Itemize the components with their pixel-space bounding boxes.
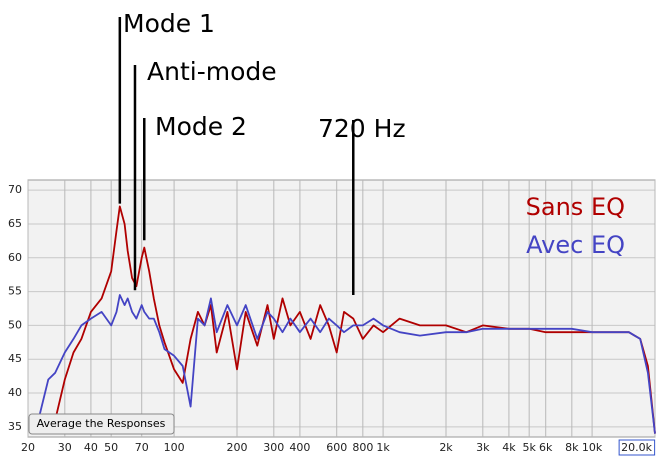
legend-entry: Sans EQ [526,193,625,221]
y-tick-label: 50 [8,318,22,331]
x-tick-label: 100 [164,441,185,454]
y-tick-label: 60 [8,251,22,264]
x-tick-label: 600 [326,441,347,454]
y-tick-label: 40 [8,386,22,399]
x-tick-label: 40 [84,441,98,454]
x-tick-label: 1k [376,441,390,454]
average-button[interactable]: Average the Responses [28,413,175,435]
x-tick-label: 400 [289,441,310,454]
button-label[interactable]: Average the Responses [37,417,166,430]
x-tick-label: 6k [539,441,553,454]
annotation-text: Anti-mode [147,57,277,86]
x-tick-label: 70 [135,441,149,454]
x-tick-label: 300 [263,441,284,454]
button-box[interactable] [28,413,175,435]
x-tick-label: 30 [58,441,72,454]
y-tick-label: 65 [8,217,22,230]
x-tick-label: 50 [104,441,118,454]
x-tick-label: 8k [565,441,579,454]
x-tick-label: 2k [439,441,453,454]
legend-entry: Avec EQ [526,231,625,259]
y-tick-label: 45 [8,352,22,365]
annotation-text: Mode 1 [123,9,215,38]
x-tick-label: 5k [522,441,536,454]
x-tick-label: 4k [502,441,516,454]
series-line [35,294,656,434]
curves [35,205,656,434]
x-tick-label: 20.0k [621,441,652,454]
series-line [54,205,656,434]
x-tick-label: 10k [582,441,603,454]
x-tick-label: 800 [352,441,373,454]
x-tick-label: 20 [21,441,35,454]
annotation-text: Mode 2 [155,112,247,141]
y-tick-label: 70 [8,183,22,196]
plot-area [27,179,656,438]
x-tick-highlight [618,439,656,456]
y-tick-label: 55 [8,285,22,298]
x-tick-label: 200 [227,441,248,454]
labels: 35 40 45 50 55 60 65 70 20 30 40 50 70 100 200 300 400 60… [8,9,656,456]
y-tick-label: 35 [8,420,22,433]
grid [27,180,656,437]
annotation-text: 720 Hz [318,114,406,143]
x-tick-label: 3k [476,441,490,454]
